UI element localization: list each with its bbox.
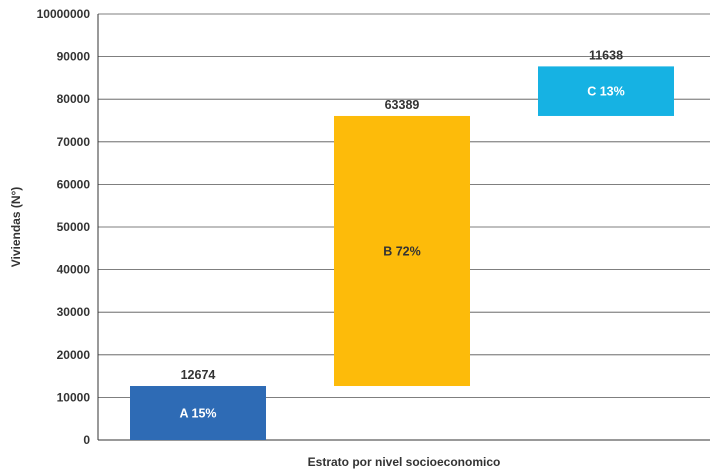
bar-inner-label: C 13% bbox=[587, 85, 625, 99]
y-tick-label: 80000 bbox=[57, 92, 91, 106]
x-axis-title: Estrato por nivel socioeconomico bbox=[308, 455, 501, 469]
bar-value-label: 11638 bbox=[589, 48, 623, 62]
bar-C: 11638 C 13% bbox=[538, 48, 674, 116]
y-tick-label: 0 bbox=[83, 433, 90, 447]
y-tick-label: 20000 bbox=[57, 348, 91, 362]
bar-B: 63389 B 72% bbox=[334, 98, 470, 387]
y-axis-title: Viviendas (N°) bbox=[9, 187, 23, 268]
bar-rect bbox=[334, 115, 470, 387]
y-tick-label: 50000 bbox=[57, 220, 91, 234]
y-tick-label: 30000 bbox=[57, 305, 91, 319]
bars: 12674 A 15% 63389 B 72% 11638 C 13% bbox=[130, 48, 674, 440]
bar-rect bbox=[538, 66, 674, 116]
bar-inner-label: B 72% bbox=[383, 244, 421, 258]
bar-value-label: 63389 bbox=[385, 98, 420, 112]
y-tick-label: 40000 bbox=[57, 263, 91, 277]
y-tick-label: 10000000 bbox=[37, 7, 91, 21]
bar-A: 12674 A 15% bbox=[130, 368, 266, 440]
bar-value-label: 12674 bbox=[181, 368, 216, 382]
y-tick-label: 70000 bbox=[57, 135, 91, 149]
bar-rect bbox=[130, 386, 266, 440]
y-tick-label: 10000 bbox=[57, 390, 91, 404]
y-axis-ticks: 0 10000 20000 30000 40000 50000 60000 70000 8000… bbox=[37, 7, 91, 447]
y-tick-label: 60000 bbox=[57, 177, 91, 191]
bar-inner-label: A 15% bbox=[179, 407, 216, 421]
y-tick-label: 90000 bbox=[57, 50, 91, 64]
